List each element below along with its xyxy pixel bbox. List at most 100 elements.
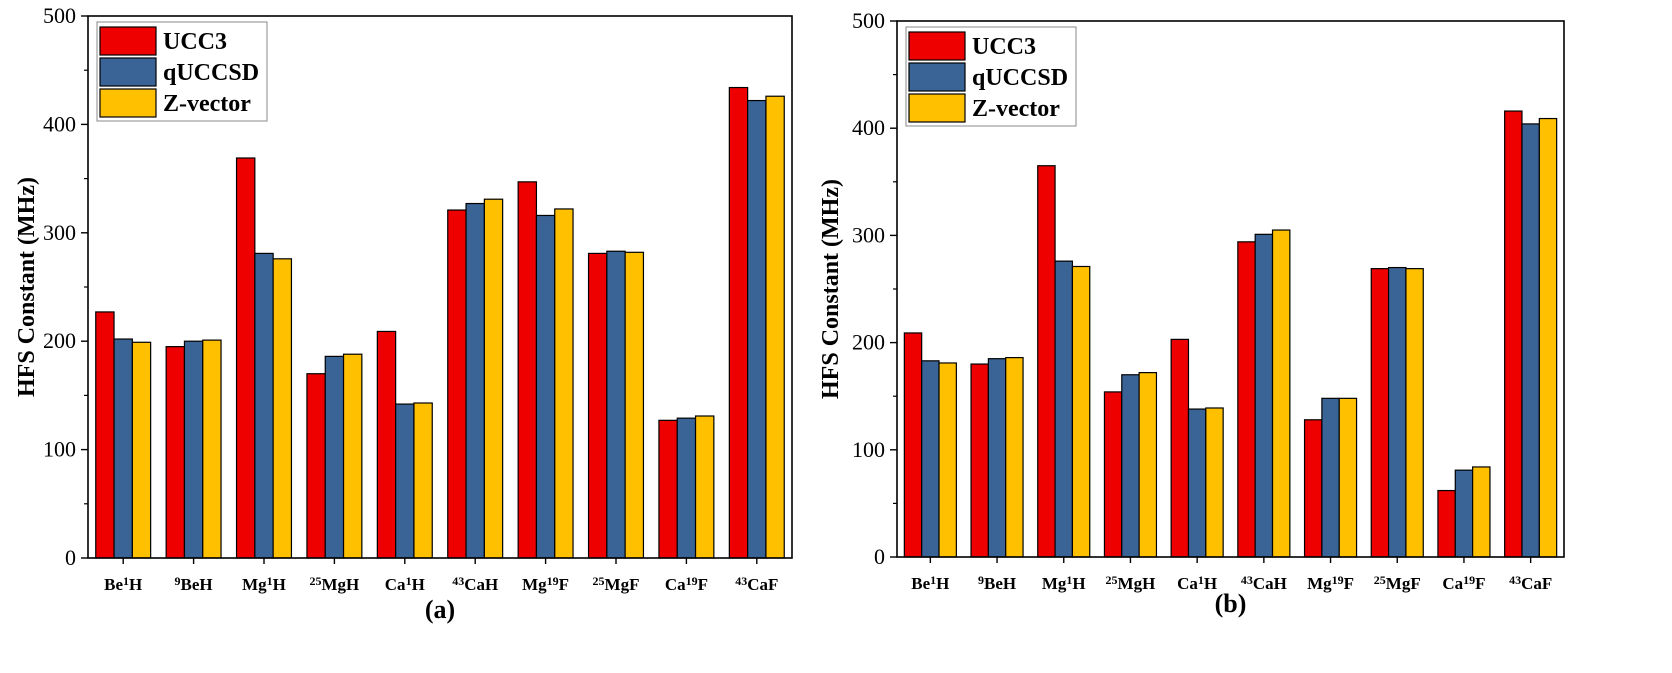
isotope-superscript: 25 xyxy=(1106,573,1118,587)
category-text: Mg xyxy=(242,575,267,594)
bar-z-vector-1 xyxy=(202,339,222,559)
bar-quccsd-7 xyxy=(606,250,626,559)
bar-ucc3-8 xyxy=(658,419,678,559)
category-label: Mg1H xyxy=(242,574,286,594)
category-text: F xyxy=(1344,574,1354,593)
category-text: Ca xyxy=(1177,574,1198,593)
legend-swatch-z-vector xyxy=(908,93,966,123)
isotope-superscript: 19 xyxy=(1463,573,1475,587)
category-label: 25MgF xyxy=(593,574,640,594)
category-text: MgF xyxy=(1386,574,1421,593)
isotope-superscript: 1 xyxy=(1066,573,1072,587)
legend-label: Z-vector xyxy=(163,91,251,117)
category-text: H xyxy=(412,575,425,594)
bar-ucc3-9 xyxy=(1504,110,1523,558)
bar-ucc3-4 xyxy=(376,330,397,559)
category-text: Mg xyxy=(522,575,547,594)
category-text: H xyxy=(1072,574,1085,593)
category-label: 25MgH xyxy=(1106,573,1156,593)
isotope-superscript: 19 xyxy=(1332,573,1344,587)
category-text: F xyxy=(1475,574,1485,593)
bar-z-vector-0 xyxy=(938,362,957,558)
bar-quccsd-8 xyxy=(1454,469,1474,558)
category-label: Ca19F xyxy=(1442,573,1485,593)
isotope-superscript: 43 xyxy=(735,574,747,588)
legend-label: qUCCSD xyxy=(163,60,259,86)
legend: UCC3 qUCCSD Z-vector xyxy=(96,21,268,122)
y-tick-label: 200 xyxy=(852,330,885,355)
bar-z-vector-2 xyxy=(272,258,293,559)
y-tick-label: 300 xyxy=(43,220,76,245)
isotope-superscript: 25 xyxy=(310,574,322,588)
bar-ucc3-7 xyxy=(1370,268,1390,558)
category-label: 43CaH xyxy=(452,574,498,594)
y-tick-label: 100 xyxy=(852,437,885,462)
legend-swatch-ucc3 xyxy=(99,26,157,56)
bar-ucc3-6 xyxy=(1303,419,1323,558)
category-text: H xyxy=(1204,574,1217,593)
category-text: Ca xyxy=(1442,574,1463,593)
bar-z-vector-5 xyxy=(483,198,504,559)
isotope-superscript: 1 xyxy=(930,573,936,587)
bar-quccsd-1 xyxy=(987,358,1007,558)
bar-quccsd-6 xyxy=(535,214,556,559)
category-label: 25MgF xyxy=(1374,573,1421,593)
category-text: CaF xyxy=(747,575,778,594)
bar-ucc3-8 xyxy=(1437,489,1456,558)
bar-z-vector-8 xyxy=(694,415,715,559)
bar-z-vector-9 xyxy=(765,95,785,559)
y-tick-label: 400 xyxy=(43,111,76,136)
category-label: Be1H xyxy=(911,573,949,593)
bar-quccsd-1 xyxy=(183,340,204,559)
y-tick-label: 500 xyxy=(43,3,76,28)
isotope-superscript: 25 xyxy=(593,574,605,588)
bar-quccsd-9 xyxy=(747,99,767,559)
bar-quccsd-4 xyxy=(395,403,415,559)
panel-caption: (b) xyxy=(1215,589,1247,618)
bar-z-vector-0 xyxy=(131,341,152,559)
legend: UCC3 qUCCSD Z-vector xyxy=(905,26,1077,127)
y-tick-label: 0 xyxy=(65,545,76,570)
bar-ucc3-5 xyxy=(1237,241,1256,558)
category-label: Mg1H xyxy=(1042,573,1086,593)
category-label: Be1H xyxy=(104,574,142,594)
category-text: CaF xyxy=(1521,574,1552,593)
bar-z-vector-5 xyxy=(1271,229,1291,558)
category-text: MgH xyxy=(1118,574,1156,593)
isotope-superscript: 1 xyxy=(1198,573,1204,587)
legend-label: UCC3 xyxy=(972,34,1036,60)
category-text: Be xyxy=(104,575,123,594)
category-text: CaH xyxy=(1253,574,1287,593)
category-text: MgF xyxy=(605,575,640,594)
bar-ucc3-2 xyxy=(1037,165,1056,558)
y-tick-label: 200 xyxy=(43,328,76,353)
isotope-superscript: 1 xyxy=(267,574,273,588)
bar-ucc3-7 xyxy=(587,252,608,559)
bar-ucc3-1 xyxy=(970,363,989,558)
bar-quccsd-0 xyxy=(921,360,940,558)
category-text: BeH xyxy=(984,574,1016,593)
bar-quccsd-4 xyxy=(1187,408,1207,558)
category-text: Ca xyxy=(665,575,686,594)
bar-ucc3-9 xyxy=(728,86,749,559)
y-tick-label: 500 xyxy=(852,8,885,33)
category-text: Mg xyxy=(1042,574,1067,593)
y-tick-label: 300 xyxy=(852,222,885,247)
bar-z-vector-6 xyxy=(554,208,574,559)
isotope-superscript: 43 xyxy=(452,574,464,588)
bar-quccsd-8 xyxy=(676,417,697,559)
category-text: H xyxy=(129,575,142,594)
category-text: CaH xyxy=(464,575,498,594)
bar-z-vector-1 xyxy=(1005,357,1024,558)
bar-ucc3-0 xyxy=(95,311,115,559)
isotope-superscript: 9 xyxy=(978,573,984,587)
bar-quccsd-6 xyxy=(1321,397,1340,558)
category-label: Ca1H xyxy=(385,574,425,594)
isotope-superscript: 19 xyxy=(547,574,559,588)
category-text: F xyxy=(698,575,708,594)
bar-ucc3-2 xyxy=(235,157,256,559)
category-label: Ca1H xyxy=(1177,573,1217,593)
isotope-superscript: 43 xyxy=(1509,573,1521,587)
bar-z-vector-8 xyxy=(1472,466,1491,558)
